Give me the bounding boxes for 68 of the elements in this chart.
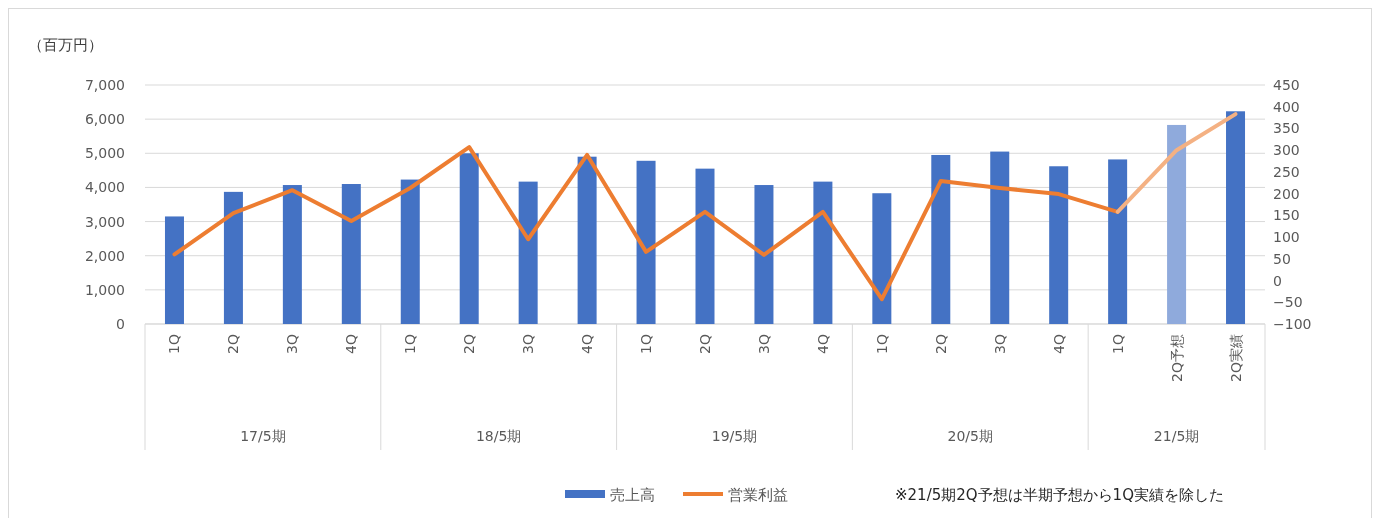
legend-label: 売上高 bbox=[610, 486, 655, 504]
bar bbox=[1108, 159, 1128, 324]
text: 19/5期 bbox=[711, 428, 758, 444]
x-tick-label: 4Q bbox=[579, 334, 596, 354]
y2-tick-label: 100 bbox=[1273, 229, 1300, 246]
bar bbox=[1167, 124, 1187, 324]
x-tick-label: 1Q bbox=[1109, 334, 1126, 354]
bar bbox=[223, 191, 243, 324]
bar bbox=[695, 168, 715, 324]
y2-tick-label: 150 bbox=[1273, 207, 1300, 224]
y-tick-label: 4,000 bbox=[84, 179, 125, 196]
x-tick-label: 1Q bbox=[166, 334, 183, 354]
bar bbox=[931, 154, 951, 324]
y2-tick-label: 200 bbox=[1273, 185, 1300, 202]
bar bbox=[518, 181, 538, 324]
y-tick-label: 2,000 bbox=[84, 247, 125, 264]
x-tick-label: 3Q bbox=[755, 334, 772, 354]
y2-tick-label: −100 bbox=[1273, 316, 1312, 332]
y2-tick-label: 400 bbox=[1273, 98, 1300, 115]
y2-tick-label: 250 bbox=[1273, 163, 1300, 180]
x-tick-label: 3Q bbox=[284, 334, 301, 354]
y2-tick-label: 350 bbox=[1273, 120, 1300, 137]
x-tick-label: 4Q bbox=[1050, 334, 1067, 354]
bar bbox=[636, 160, 656, 324]
bar bbox=[341, 184, 361, 324]
bar bbox=[400, 179, 420, 324]
x-tick-label: 3Q bbox=[991, 334, 1008, 354]
x-tick-label: 2Q bbox=[932, 334, 949, 354]
y2-tick-label: −50 bbox=[1273, 294, 1303, 311]
y2-tick-label: 300 bbox=[1273, 142, 1300, 159]
x-tick-label: 4Q bbox=[814, 334, 831, 354]
text: 18/5期 bbox=[475, 428, 522, 444]
bar bbox=[1049, 166, 1069, 324]
x-tick-label: 3Q bbox=[520, 334, 537, 354]
text: 20/5期 bbox=[947, 428, 993, 444]
text: ※21/5期2Q予想は半期予想から1Q実績を除した bbox=[895, 486, 1224, 504]
y-tick-label: 7,000 bbox=[84, 77, 125, 93]
y-axis-title: （百万円） bbox=[28, 36, 103, 54]
y-tick-label: 0 bbox=[116, 316, 125, 332]
x-tick-label: 4Q bbox=[343, 334, 360, 354]
y-tick-label: 6,000 bbox=[84, 111, 125, 128]
y2-tick-label: 50 bbox=[1273, 250, 1291, 267]
legend-label: 営業利益 bbox=[728, 486, 788, 504]
line-series bbox=[172, 145, 1120, 302]
y-tick-label: 3,000 bbox=[84, 213, 125, 230]
x-tick-label: 1Q bbox=[638, 334, 655, 354]
y-tick-label: 5,000 bbox=[84, 145, 125, 162]
bar bbox=[813, 181, 833, 324]
y2-tick-label: 0 bbox=[1273, 272, 1282, 289]
x-tick-label: 2Q予想 bbox=[1168, 334, 1185, 382]
y2-tick-label: 450 bbox=[1273, 77, 1300, 93]
bar bbox=[754, 185, 774, 324]
x-tick-label: 1Q bbox=[402, 334, 419, 354]
bar bbox=[164, 216, 184, 324]
x-tick-label: 2Q実績 bbox=[1227, 334, 1244, 382]
bar bbox=[577, 156, 597, 324]
x-tick-label: 2Q bbox=[225, 334, 242, 354]
x-tick-label: 1Q bbox=[873, 334, 890, 354]
bar bbox=[459, 153, 479, 324]
bar bbox=[990, 151, 1010, 324]
x-tick-label: 2Q bbox=[461, 334, 478, 354]
text: 21/5期 bbox=[1153, 428, 1200, 444]
x-tick-label: 2Q bbox=[697, 334, 713, 354]
bar bbox=[872, 193, 892, 324]
text: 17/5期 bbox=[240, 428, 286, 444]
bar bbox=[1226, 111, 1246, 324]
y-tick-label: 1,000 bbox=[84, 281, 125, 298]
bar bbox=[282, 185, 302, 324]
